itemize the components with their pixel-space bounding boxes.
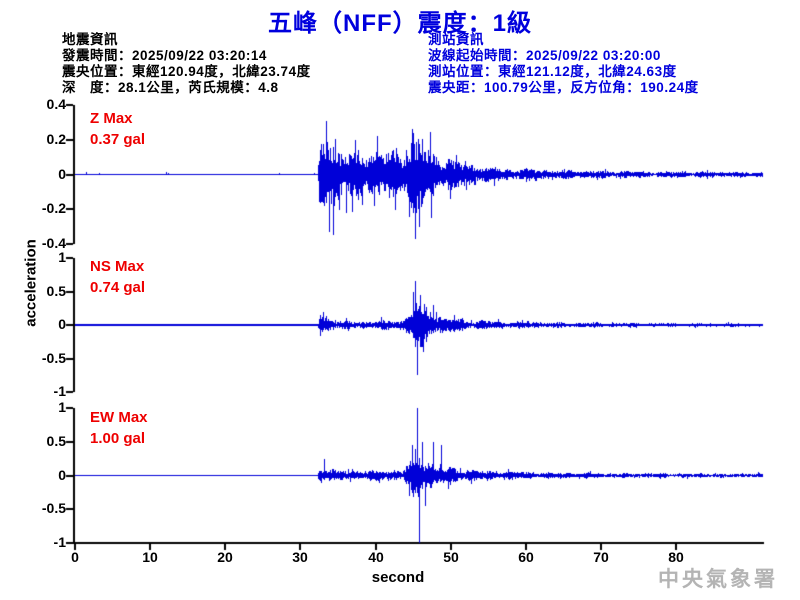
ew-max-title: EW Max [90, 409, 148, 426]
station-info-heading: 測站資訊 [428, 32, 484, 47]
x-tick-label: 50 [443, 549, 459, 565]
y-tick-label: 0.5 [46, 433, 66, 449]
depth-and-magnitude: 深 度：28.1公里，芮氏規模：4.8 [62, 80, 279, 95]
x-tick-label: 0 [71, 549, 79, 565]
y-tick-label: 0.5 [46, 283, 66, 299]
station-location: 測站位置：東經121.12度，北緯24.63度 [428, 64, 677, 79]
y-tick-label: -1 [53, 383, 66, 399]
x-axis-label: second [371, 569, 425, 586]
x-tick-label: 30 [292, 549, 308, 565]
y-tick-label: 0 [58, 467, 66, 483]
x-tick-label: 60 [518, 549, 534, 565]
station-info-block: 測站資訊 波線起始時間：2025/09/22 03:20:00 測站位置：東經1… [428, 32, 699, 96]
earthquake-info-heading: 地震資訊 [62, 32, 118, 47]
epicentral-distance-azimuth: 震央距：100.79公里，反方位角：190.24度 [428, 80, 699, 95]
z-max-title: Z Max [90, 110, 133, 127]
epicenter-location: 震央位置：東經120.94度，北緯23.74度 [62, 64, 311, 79]
origin-time: 發震時間：2025/09/22 03:20:14 [62, 48, 267, 63]
y-tick-label: 0 [58, 166, 66, 182]
y-tick-label: 1 [58, 399, 66, 415]
z-max-label: Z Max 0.37 gal [90, 108, 145, 150]
x-tick-label: 80 [668, 549, 684, 565]
y-tick-label: -0.5 [41, 350, 66, 366]
trace-start-time: 波線起始時間：2025/09/22 03:20:00 [428, 48, 661, 63]
ns-max-label: NS Max 0.74 gal [90, 256, 145, 298]
y-tick-label: 0.4 [46, 96, 66, 112]
y-tick-label: 0.2 [46, 131, 66, 147]
y-tick-label: 1 [58, 249, 66, 265]
ew-max-label: EW Max 1.00 gal [90, 407, 148, 449]
page-title: 五峰（NFF）震度：1級 [268, 10, 532, 37]
ew-max-value: 1.00 gal [90, 430, 146, 447]
ns-max-title: NS Max [90, 258, 145, 275]
y-tick-label: 0 [58, 316, 66, 332]
ns-max-value: 0.74 gal [90, 279, 146, 296]
x-tick-label: 70 [593, 549, 609, 565]
x-tick-label: 40 [368, 549, 384, 565]
y-tick-label: -0.2 [41, 200, 66, 216]
x-tick-label: 10 [142, 549, 158, 565]
earthquake-info-block: 地震資訊 發震時間：2025/09/22 03:20:14 震央位置：東經120… [62, 32, 311, 96]
y-tick-label: -0.5 [41, 500, 66, 516]
agency-watermark: 中央氣象署 [658, 568, 778, 591]
z-max-value: 0.37 gal [90, 131, 146, 148]
y-tick-label: -0.4 [41, 235, 66, 251]
y-tick-label: -1 [53, 534, 66, 550]
x-tick-label: 20 [217, 549, 233, 565]
